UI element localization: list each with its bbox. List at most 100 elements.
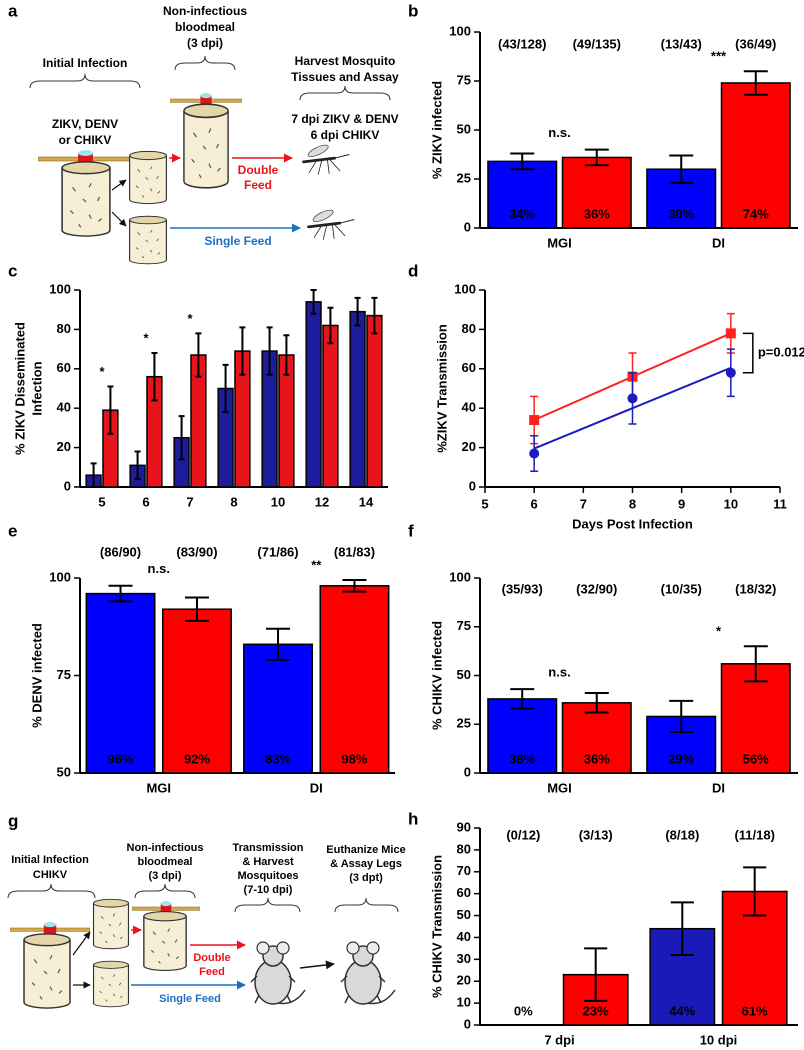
significance: *: [99, 364, 105, 379]
y-tick-label: 75: [57, 667, 71, 682]
x-tick-label: 5: [481, 496, 488, 511]
error-bar: [195, 332, 202, 378]
panel-label: a: [8, 1, 18, 20]
error-bar: [743, 866, 767, 917]
y-tick-label: 80: [457, 841, 471, 856]
step-label: & Harvest: [242, 856, 294, 868]
x-tick-label: 7 dpi: [544, 1032, 574, 1047]
y-tick-label: 40: [457, 929, 471, 944]
arrow: [111, 211, 127, 227]
x-tick-label: 12: [315, 494, 329, 509]
error-bar: [90, 462, 97, 488]
x-axis-label: Days Post Infection: [572, 516, 693, 531]
step-label: 6 dpi CHIKV: [311, 128, 380, 142]
p-value: p=0.01256: [758, 344, 804, 359]
panel-label: g: [8, 811, 18, 830]
error-bar: [108, 584, 133, 603]
error-bar: [584, 148, 609, 167]
x-tick-label: 7: [186, 494, 193, 509]
count-label: (0/12): [506, 827, 540, 842]
count-label: (86/90): [100, 544, 141, 559]
step-label: Harvest Mosquito: [295, 54, 396, 68]
count-label: (11/18): [734, 827, 774, 842]
cup: [129, 150, 167, 205]
bar: [322, 324, 339, 488]
count-label: (71/86): [257, 544, 298, 559]
significance: n.s.: [148, 561, 170, 576]
error-bar: [266, 627, 291, 661]
count-label: (32/90): [576, 581, 617, 596]
bracket: [742, 332, 754, 374]
y-tick-label: 60: [462, 360, 476, 375]
error-bar: [669, 699, 694, 734]
step-label: Mosquitoes: [237, 870, 298, 882]
feeder: [170, 93, 242, 105]
significance: *: [187, 311, 193, 326]
significance: *: [143, 330, 149, 345]
y-tick-label: 30: [457, 951, 471, 966]
y-tick-label: 20: [457, 973, 471, 988]
y-tick-label: 75: [457, 618, 471, 633]
significance: *: [716, 624, 722, 639]
x-tick-label: 14: [359, 494, 374, 509]
error-bar: [178, 415, 185, 461]
y-tick-label: 20: [57, 439, 71, 454]
significance: ***: [711, 49, 727, 64]
error-bar: [743, 70, 768, 96]
error-bar: [107, 385, 114, 435]
x-tick-label: MGI: [547, 235, 572, 250]
feed-label: Single Feed: [204, 234, 271, 248]
cup: [23, 933, 71, 1009]
x-tick-label: 8: [629, 496, 636, 511]
panel-label: d: [408, 261, 418, 280]
error-bar: [670, 901, 694, 956]
value-label: 29%: [668, 751, 694, 766]
count-label: (8/18): [665, 827, 699, 842]
error-bar: [283, 334, 290, 376]
value-label: 34%: [509, 206, 535, 221]
error-bar: [266, 326, 273, 376]
y-tick-label: 0: [64, 478, 71, 493]
y-axis-label: %ZIKV Transmission: [434, 324, 449, 453]
y-tick-label: 25: [457, 170, 471, 185]
marker: [529, 415, 540, 426]
y-tick-label: 100: [454, 281, 476, 296]
bar: [305, 301, 322, 488]
x-tick-label: DI: [310, 780, 323, 795]
marker: [725, 328, 736, 339]
step-label: (3 dpi): [149, 870, 182, 882]
error-bar: [371, 296, 378, 335]
count-label: (83/90): [176, 544, 217, 559]
step-label: bloodmeal: [175, 20, 235, 34]
error-bar: [354, 296, 361, 327]
step-label: ZIKV, DENV: [52, 117, 118, 131]
brace: [29, 73, 141, 89]
y-tick-label: 100: [449, 23, 471, 38]
diagram-a: a Initial Infection ZIKV, DENV or CHIKV …: [8, 1, 399, 265]
bar: [85, 592, 156, 774]
cup: [92, 960, 130, 1008]
cup: [143, 910, 187, 972]
value-label: 61%: [742, 1003, 768, 1018]
y-tick-label: 0: [469, 478, 476, 493]
bar: [349, 310, 366, 488]
mosquito: [307, 206, 356, 242]
count-label: (18/32): [735, 581, 776, 596]
brace: [174, 55, 236, 71]
error-bar: [222, 363, 229, 414]
error-bar: [510, 152, 535, 171]
error-bar: [584, 692, 609, 714]
bar: [487, 698, 558, 774]
y-tick-label: 50: [457, 121, 471, 136]
step-label: & Assay Legs: [330, 858, 402, 870]
step-label: (3 dpi): [187, 36, 223, 50]
y-tick-label: 50: [57, 764, 71, 779]
value-label: 74%: [743, 206, 769, 221]
y-tick-label: 50: [457, 907, 471, 922]
marker: [725, 367, 736, 378]
step-label: 7 dpi ZIKV & DENV: [291, 112, 398, 126]
step-label: Transmission: [233, 842, 304, 854]
error-bar: [669, 154, 694, 184]
cup: [92, 898, 130, 950]
